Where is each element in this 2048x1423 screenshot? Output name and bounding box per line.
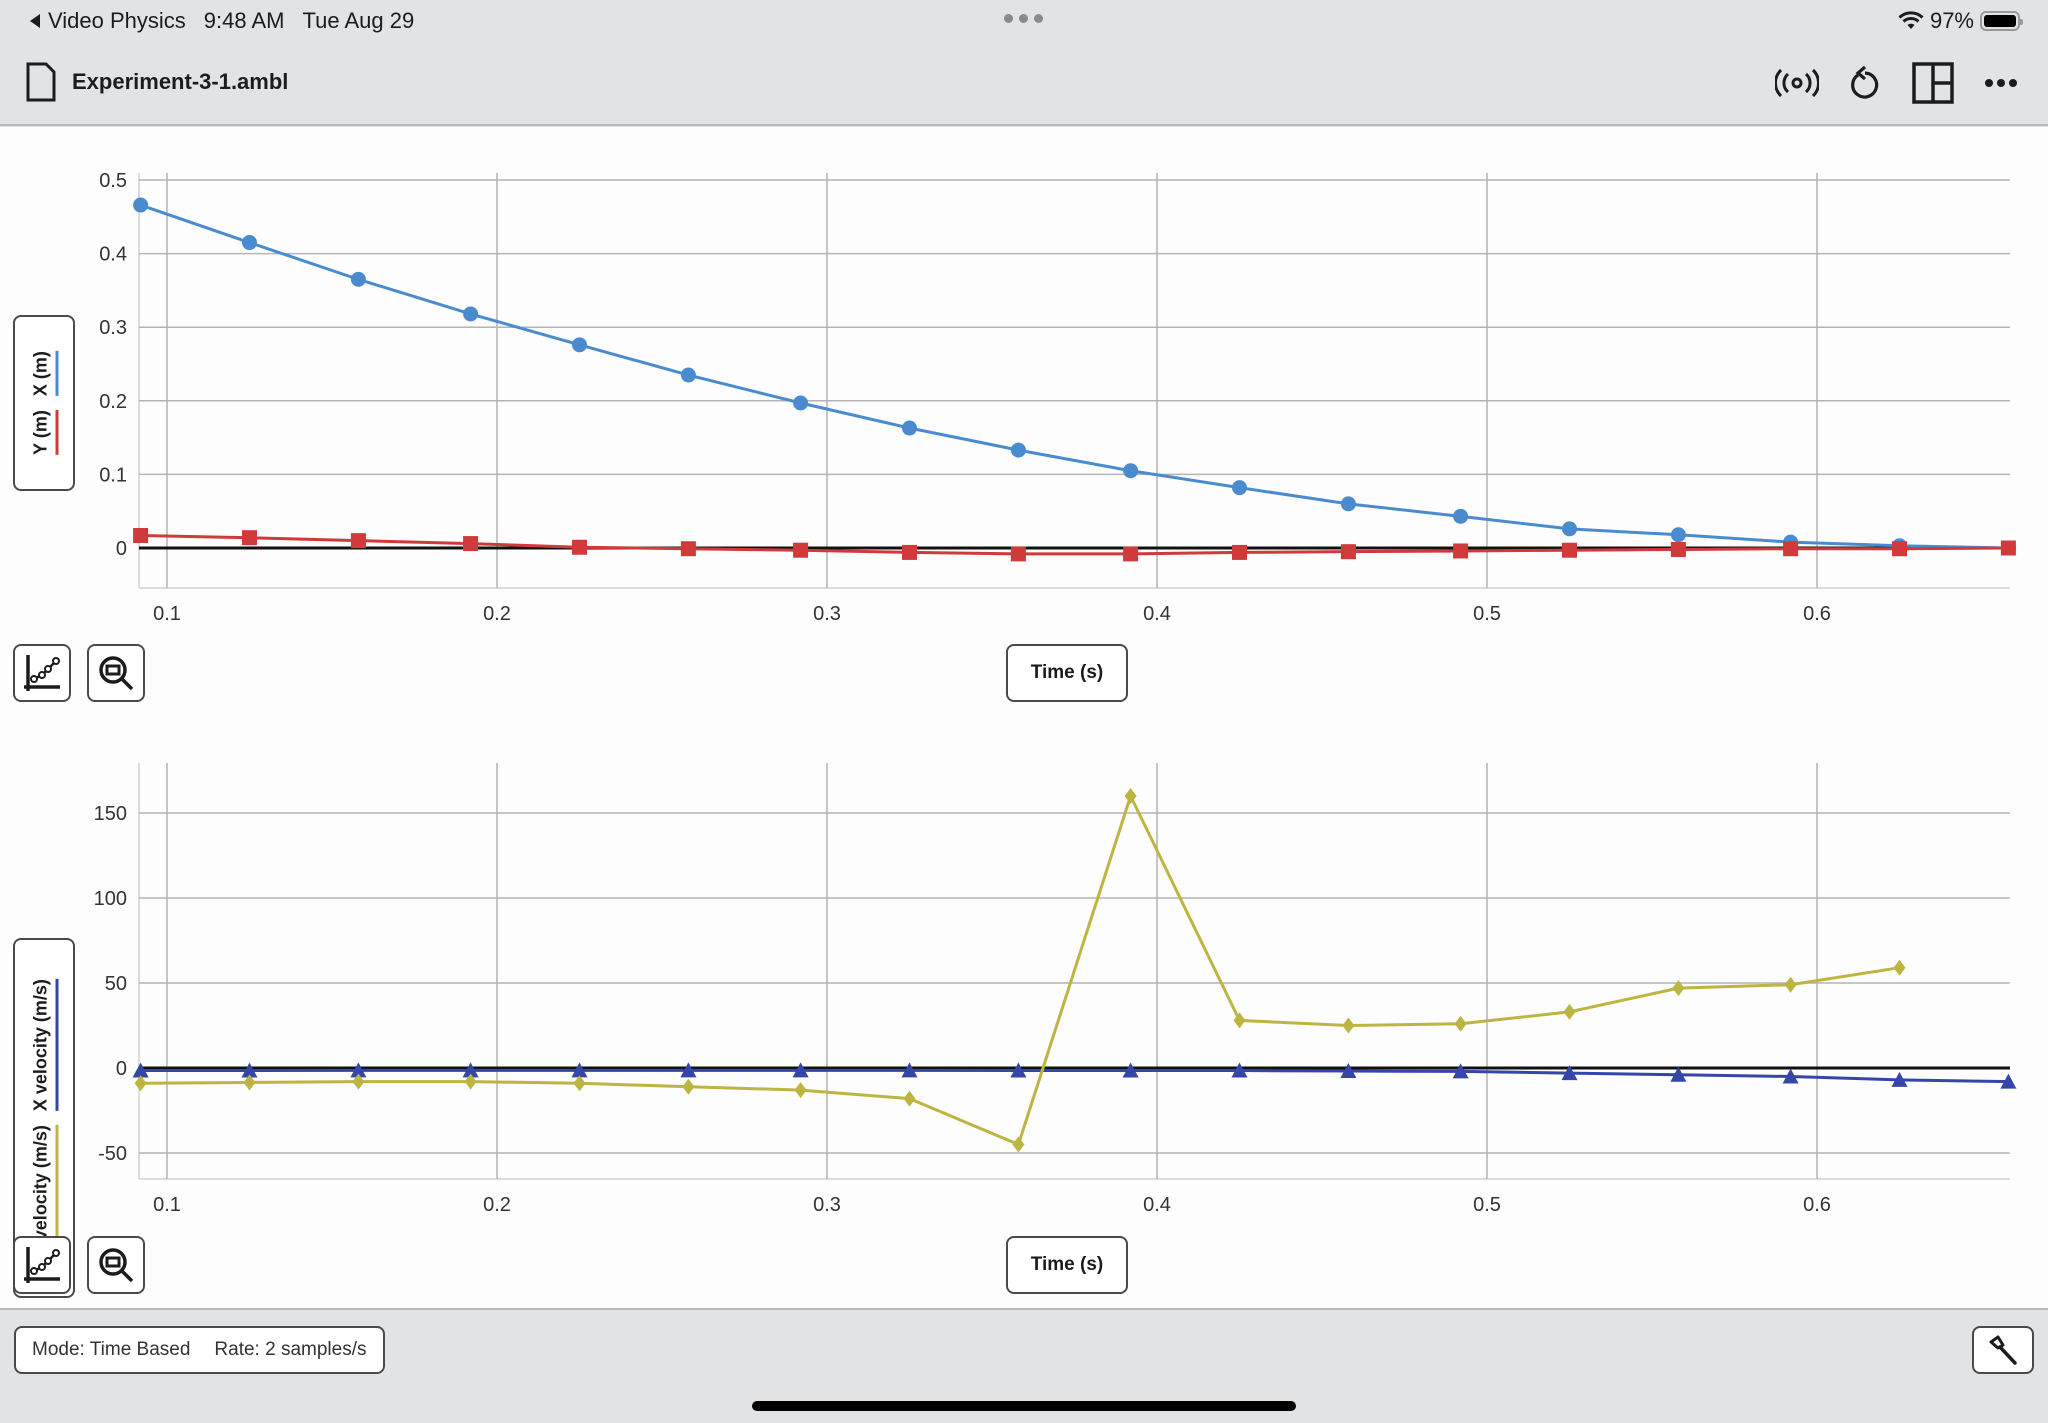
zoom-to-fit-icon [99, 656, 134, 691]
broadcast-icon [1775, 68, 1819, 98]
layout-button[interactable] [1910, 60, 1956, 106]
position-graph: Y (m) X (m) 0.1 0.2 0.3 0.4 0.5 0.6 0 0.1 0.2 0.3… [0, 127, 2048, 717]
graph1-legend[interactable]: Y (m) X (m) [13, 315, 75, 491]
back-triangle-icon [30, 14, 40, 28]
undo-icon [1851, 65, 1879, 99]
graph-area: Y (m) X (m) 0.1 0.2 0.3 0.4 0.5 0.6 0 0.1 0.2 0.3… [0, 127, 2048, 1310]
svg-text:150: 150 [94, 803, 127, 825]
file-name: Experiment-3-1.ambl [72, 69, 289, 94]
layout-icon [1912, 62, 1954, 104]
svg-text:-50: -50 [98, 1143, 127, 1165]
tool-icon [1989, 1335, 2017, 1365]
svg-text:0.4: 0.4 [99, 244, 127, 266]
svg-text:0.6: 0.6 [1803, 603, 1831, 625]
back-to-app-link[interactable]: Video Physics [28, 8, 186, 34]
svg-text:50: 50 [105, 973, 127, 995]
file-title[interactable]: Experiment-3-1.ambl [26, 62, 288, 102]
svg-text:0.4: 0.4 [1143, 603, 1171, 625]
document-toolbar: Experiment-3-1.ambl [0, 42, 2048, 126]
broadcast-button[interactable] [1774, 60, 1820, 106]
position-chart[interactable]: 0.1 0.2 0.3 0.4 0.5 0.6 0 0.1 0.2 0.3 0.4 0.5 [0, 127, 2048, 627]
svg-text:0.3: 0.3 [813, 603, 841, 625]
status-time: 9:48 AM [203, 8, 285, 33]
more-button[interactable] [1978, 60, 2024, 106]
svg-text:0.5: 0.5 [99, 170, 127, 192]
graph2-x-axis-button[interactable]: Time (s) [1006, 1236, 1128, 1294]
file-icon [26, 62, 56, 102]
velocity-chart[interactable]: 0.1 0.2 0.3 0.4 0.5 0.6 -50 0 50 100 150 [0, 717, 2048, 1217]
graph2-options-button[interactable] [13, 1236, 71, 1294]
multitasking-dots-icon[interactable] [1004, 14, 1043, 23]
graph-options-icon [24, 655, 60, 691]
zoom-to-fit-icon [99, 1248, 134, 1283]
battery-percent: 97% [1929, 8, 1974, 33]
graph2-zoom-button[interactable] [87, 1236, 145, 1294]
graph1-zoom-button[interactable] [87, 644, 145, 702]
svg-text:0.2: 0.2 [483, 1194, 511, 1216]
svg-text:0.1: 0.1 [153, 603, 181, 625]
undo-button[interactable] [1842, 60, 1888, 106]
rate-label: Rate: 2 samples/s [214, 1339, 367, 1360]
svg-text:0.5: 0.5 [1473, 1194, 1501, 1216]
collection-settings-button[interactable]: Mode: Time Based Rate: 2 samples/s [14, 1326, 385, 1374]
tools-button[interactable] [1972, 1326, 2034, 1374]
svg-text:0.5: 0.5 [1473, 603, 1501, 625]
svg-text:0.4: 0.4 [1143, 1194, 1171, 1216]
graph1-x-axis-button[interactable]: Time (s) [1006, 644, 1128, 702]
more-icon [1985, 79, 2017, 87]
mode-label: Mode: Time Based [32, 1339, 191, 1360]
graph-options-icon [24, 1247, 60, 1283]
svg-text:0.2: 0.2 [483, 603, 511, 625]
battery-icon [1980, 11, 2023, 31]
graph1-options-button[interactable] [13, 644, 71, 702]
velocity-graph: Y velocity (m/s) X velocity (m/s) 0.1 0.2… [0, 717, 2048, 1310]
svg-text:0: 0 [116, 538, 127, 560]
status-date: Tue Aug 29 [302, 8, 415, 33]
svg-text:0.1: 0.1 [153, 1194, 181, 1216]
svg-text:0: 0 [116, 1058, 127, 1080]
svg-text:100: 100 [94, 888, 127, 910]
back-app-label: Video Physics [48, 8, 186, 33]
svg-text:0.3: 0.3 [99, 317, 127, 339]
home-indicator[interactable] [752, 1401, 1296, 1411]
status-bar: Video Physics 9:48 AM Tue Aug 29 97% [0, 0, 2048, 42]
svg-text:0.6: 0.6 [1803, 1194, 1831, 1216]
svg-text:0.3: 0.3 [813, 1194, 841, 1216]
svg-text:0.1: 0.1 [99, 464, 127, 486]
wifi-icon [1898, 11, 1924, 29]
svg-text:0.2: 0.2 [99, 391, 127, 413]
